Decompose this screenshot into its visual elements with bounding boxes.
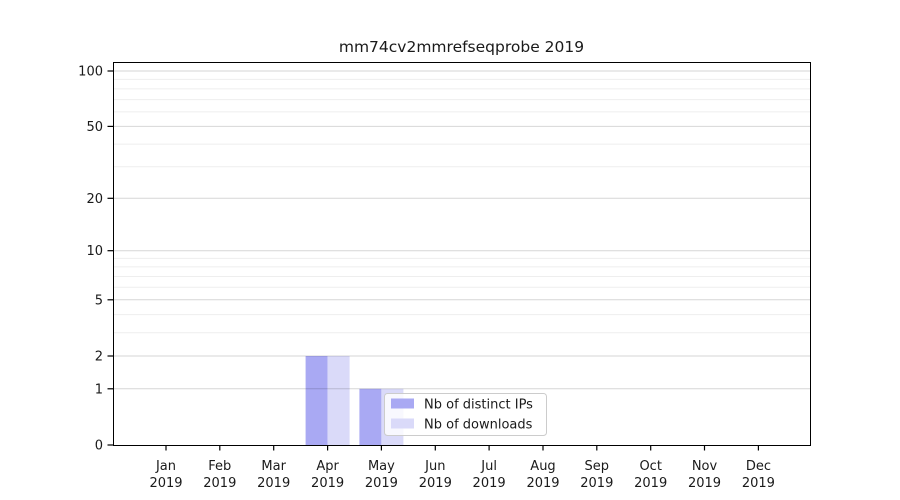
x-tick-label-month: Feb <box>208 459 231 474</box>
x-tick-label-year: 2019 <box>203 476 236 491</box>
x-tick-label-month: Apr <box>316 459 339 474</box>
x-tick-label-year: 2019 <box>473 476 506 491</box>
x-tick-label-month: Sep <box>585 459 610 474</box>
y-tick-label: 1 <box>95 382 103 397</box>
x-tick-label-month: Dec <box>746 459 771 474</box>
y-tick-label: 0 <box>95 439 103 454</box>
x-tick-label-month: Nov <box>692 459 718 474</box>
x-tick-label-year: 2019 <box>634 476 667 491</box>
x-tick-label-month: Jan <box>155 459 176 474</box>
legend-swatch-downloads <box>391 418 414 429</box>
y-tick-label: 10 <box>86 244 103 259</box>
chart-title: mm74cv2mmrefseqprobe 2019 <box>338 38 585 56</box>
plot-border <box>113 62 811 446</box>
bar-downloads-apr <box>327 356 350 445</box>
x-tick-label-year: 2019 <box>688 476 721 491</box>
legend-swatch-distinct-ips <box>391 398 414 409</box>
x-tick-label-month: Jul <box>480 459 497 474</box>
legend-box <box>384 393 547 436</box>
bar-distinct-ips-may <box>359 388 382 445</box>
x-tick-label-year: 2019 <box>419 476 452 491</box>
x-tick-label-year: 2019 <box>365 476 398 491</box>
y-tick-label: 5 <box>95 293 103 308</box>
x-tick-label-year: 2019 <box>526 476 559 491</box>
x-tick-label-month: Oct <box>639 459 661 474</box>
x-tick-label-year: 2019 <box>257 476 290 491</box>
x-tick-label-month: Mar <box>261 459 286 474</box>
y-tick-label: 2 <box>95 350 103 365</box>
x-tick-label-month: Jun <box>424 459 445 474</box>
legend: Nb of distinct IPs Nb of downloads <box>384 393 547 436</box>
x-tick-label-year: 2019 <box>311 476 344 491</box>
legend-label-distinct-ips: Nb of distinct IPs <box>424 398 533 413</box>
x-tick-label-month: May <box>368 459 395 474</box>
y-tick-label: 50 <box>86 120 103 135</box>
x-tick-label-year: 2019 <box>580 476 613 491</box>
bar-distinct-ips-apr <box>305 356 328 445</box>
x-tick-label-year: 2019 <box>742 476 775 491</box>
y-tick-label: 100 <box>78 65 103 80</box>
x-tick-label-year: 2019 <box>149 476 182 491</box>
x-tick-label-month: Aug <box>530 459 555 474</box>
y-tick-label: 20 <box>86 192 103 207</box>
legend-label-downloads: Nb of downloads <box>424 418 533 433</box>
